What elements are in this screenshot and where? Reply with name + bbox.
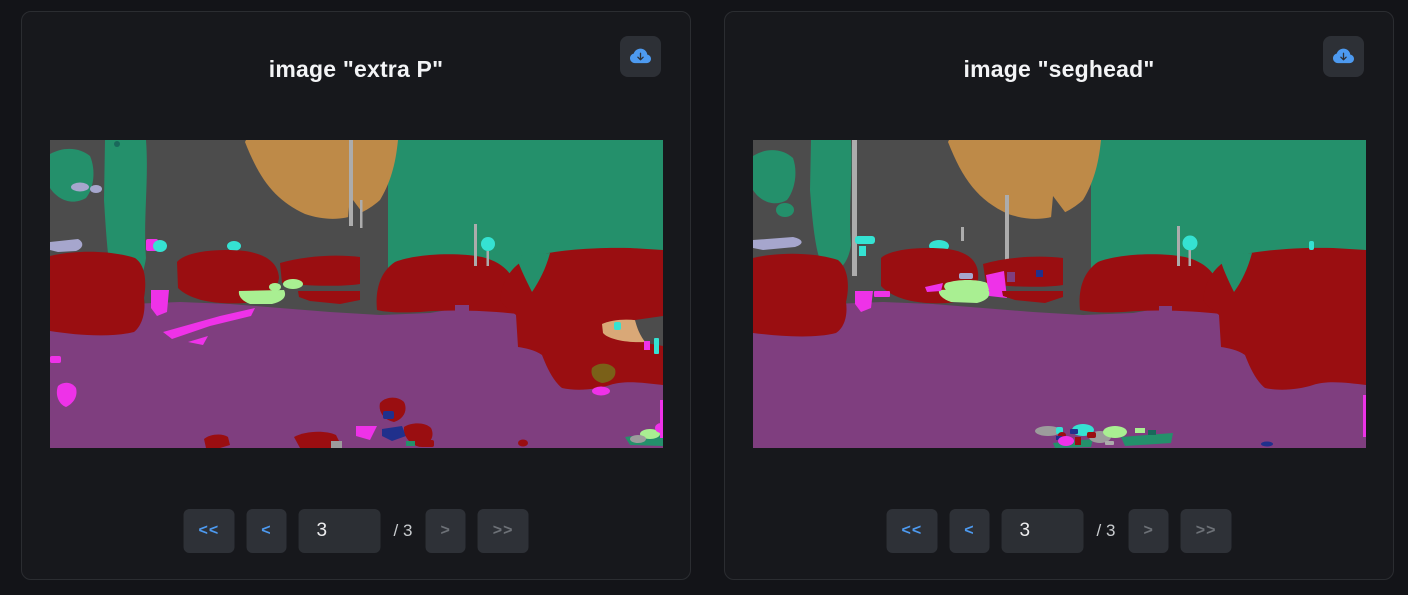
panel-seghead: image "seghead" [724, 11, 1394, 580]
cloud-download-icon [1333, 46, 1354, 67]
pagination: << < / 3 > >> [886, 509, 1232, 553]
page-number-input[interactable] [298, 509, 381, 553]
last-page-button[interactable]: >> [477, 509, 529, 553]
pagination: << < / 3 > >> [183, 509, 529, 553]
first-page-button[interactable]: << [183, 509, 235, 553]
cloud-download-icon [630, 46, 651, 67]
next-page-button[interactable]: > [1128, 509, 1169, 553]
last-page-button[interactable]: >> [1180, 509, 1232, 553]
next-page-button[interactable]: > [425, 509, 466, 553]
download-button[interactable] [1323, 36, 1364, 77]
first-page-button[interactable]: << [886, 509, 938, 553]
panel-title: image "extra P" [268, 56, 444, 82]
panel-title: image "seghead" [963, 56, 1155, 82]
segmentation-image-extra-p [50, 140, 663, 448]
page-total-label: / 3 [393, 521, 413, 540]
segmentation-image-seghead [753, 140, 1366, 448]
previous-page-button[interactable]: < [246, 509, 287, 553]
previous-page-button[interactable]: < [949, 509, 990, 553]
panel-extra-p: image "extra P" [21, 11, 691, 580]
page-total-label: / 3 [1096, 521, 1116, 540]
page-number-input[interactable] [1001, 509, 1084, 553]
download-button[interactable] [620, 36, 661, 77]
